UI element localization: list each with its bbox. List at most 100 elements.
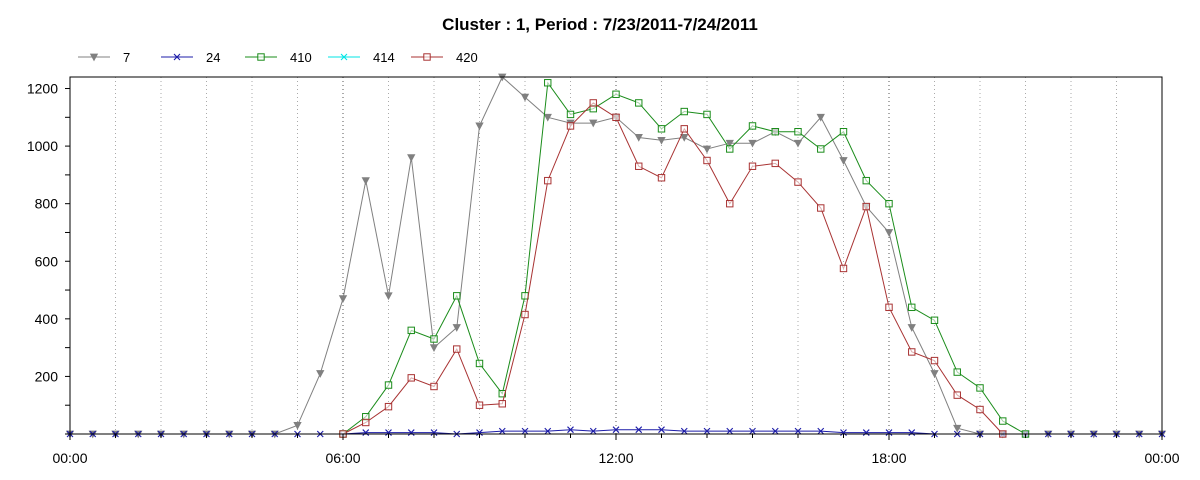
data-point <box>453 292 461 300</box>
data-point <box>476 429 483 436</box>
data-point <box>362 429 370 436</box>
data-point <box>430 429 438 436</box>
data-point <box>703 427 711 435</box>
data-point <box>839 157 848 165</box>
data-point <box>384 381 393 389</box>
data-point <box>862 176 870 185</box>
series-layer <box>65 73 1167 439</box>
grid <box>115 77 1117 434</box>
legend-item-420: 420 <box>411 50 478 65</box>
data-point <box>430 335 438 343</box>
data-point <box>749 427 756 435</box>
data-point <box>885 303 893 312</box>
series-line <box>342 102 1004 435</box>
data-point <box>521 292 529 300</box>
data-point <box>976 405 984 414</box>
legend-label: 420 <box>456 50 478 65</box>
legend: 7 24 410 414 420 <box>78 50 478 65</box>
data-point <box>316 370 325 378</box>
data-point <box>612 90 620 98</box>
y-tick-label: 800 <box>35 196 59 212</box>
data-point <box>452 324 461 332</box>
data-point <box>634 134 643 142</box>
data-point <box>657 174 666 182</box>
data-point <box>589 119 598 128</box>
data-point <box>953 368 961 376</box>
data-point <box>771 128 779 136</box>
data-point <box>385 429 392 436</box>
data-point <box>771 427 779 435</box>
legend-label: 7 <box>123 50 130 65</box>
data-point <box>794 128 802 136</box>
data-point <box>793 139 803 148</box>
data-point <box>953 424 962 433</box>
data-point <box>384 402 393 411</box>
legend-item-414: 414 <box>328 50 395 65</box>
series-7 <box>65 73 1167 439</box>
data-point <box>544 79 552 87</box>
data-point <box>658 426 665 434</box>
data-point <box>930 316 939 324</box>
data-point <box>657 125 666 133</box>
y-tick-label: 200 <box>35 368 59 384</box>
data-point <box>748 139 757 148</box>
data-point <box>885 199 893 208</box>
data-point <box>498 427 506 435</box>
data-point <box>429 344 439 352</box>
data-point <box>680 427 688 435</box>
series-line <box>70 76 1162 435</box>
data-point <box>521 310 529 319</box>
data-point <box>498 389 506 398</box>
data-point <box>680 125 688 133</box>
x-tick-label: 06:00 <box>325 450 360 466</box>
data-point <box>908 303 916 312</box>
data-point <box>976 384 984 392</box>
data-point <box>680 134 689 142</box>
data-point <box>635 99 643 107</box>
data-point <box>407 374 415 382</box>
x-tick-label: 00:00 <box>1144 450 1179 466</box>
data-point <box>475 359 484 368</box>
data-point <box>407 154 416 162</box>
data-point <box>839 264 848 273</box>
legend-label: 410 <box>290 50 312 65</box>
x-tick-label: 00:00 <box>52 450 87 466</box>
data-point <box>362 418 370 427</box>
data-point <box>680 107 688 116</box>
series-410 <box>339 79 1030 438</box>
legend-label: 24 <box>206 50 220 65</box>
data-point <box>908 348 916 356</box>
data-point <box>839 128 848 136</box>
data-point <box>544 427 552 435</box>
data-point <box>726 427 734 435</box>
data-point <box>475 401 484 409</box>
data-point <box>884 229 894 237</box>
data-point <box>726 145 734 153</box>
data-point <box>566 110 575 119</box>
y-tick-label: 1200 <box>27 81 58 97</box>
data-point <box>840 429 847 436</box>
data-point <box>589 427 597 435</box>
data-point <box>907 324 916 332</box>
plot-frame <box>69 76 1163 435</box>
data-point <box>430 382 438 391</box>
data-point <box>544 176 552 185</box>
data-point <box>703 110 711 119</box>
data-point <box>521 427 529 435</box>
data-point <box>89 53 99 62</box>
data-point <box>748 162 757 170</box>
data-point <box>657 136 666 145</box>
series-420 <box>339 99 1007 438</box>
y-tick-label: 400 <box>35 311 59 327</box>
data-point <box>771 159 779 168</box>
data-point <box>293 421 302 430</box>
data-point <box>908 429 916 436</box>
y-tick-label: 1000 <box>27 138 58 154</box>
data-point <box>498 400 506 408</box>
data-point <box>407 326 415 335</box>
data-point <box>361 177 370 185</box>
data-point <box>589 99 597 107</box>
data-point <box>338 295 348 304</box>
data-point <box>407 429 415 436</box>
